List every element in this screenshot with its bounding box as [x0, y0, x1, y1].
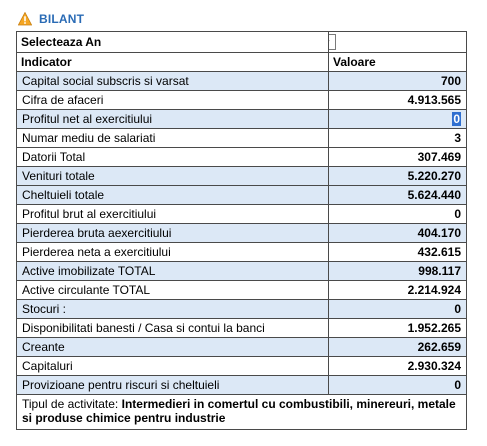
row-value: 4.913.565 [328, 90, 467, 110]
balance-table: Selecteaza An 2014 ▼ Indicator Valoare C… [16, 31, 467, 430]
table-row: Pierderea neta a exercitiului 432.615 [16, 242, 467, 262]
row-label: Pierderea neta a exercitiului [16, 242, 329, 262]
row-value: 0 [452, 112, 461, 126]
row-value: 5.624.440 [328, 185, 467, 205]
row-label: Venituri totale [16, 166, 329, 186]
year-select[interactable]: 2014 ▼ [328, 34, 336, 50]
table-row: Profitul brut al exercitiului 0 [16, 204, 467, 224]
year-select-label: Selecteaza An [16, 31, 329, 53]
table-row: Active circulante TOTAL 2.214.924 [16, 280, 467, 300]
row-value: 0 [328, 299, 467, 319]
row-value: 262.659 [328, 337, 467, 357]
row-label: Profitul net al exercitiului [16, 109, 329, 129]
row-label: Provizioane pentru riscuri si cheltuieli [16, 375, 329, 395]
row-label: Cifra de afaceri [16, 90, 329, 110]
table-row: Creante 262.659 [16, 337, 467, 357]
row-value: 0 [328, 375, 467, 395]
table-row: Pierderea bruta aexercitiului 404.170 [16, 223, 467, 243]
table-header-row: Indicator Valoare [16, 52, 467, 72]
column-header-value: Valoare [328, 52, 467, 72]
year-select-cell: 2014 ▼ [328, 31, 467, 53]
table-row: Active imobilizate TOTAL 998.117 [16, 261, 467, 281]
row-label: Active circulante TOTAL [16, 280, 329, 300]
table-row: Capitaluri 2.930.324 [16, 356, 467, 376]
warning-icon [18, 12, 32, 26]
row-value: 0 [328, 204, 467, 224]
table-row: Profitul net al exercitiului 0 [16, 109, 467, 129]
table-row: Cheltuieli totale 5.624.440 [16, 185, 467, 205]
table-row: Cifra de afaceri 4.913.565 [16, 90, 467, 110]
activity-cell: Tipul de activitate: Intermedieri in com… [16, 394, 467, 430]
row-value: 2.214.924 [328, 280, 467, 300]
row-label: Creante [16, 337, 329, 357]
row-label: Numar mediu de salariati [16, 128, 329, 148]
table-row: Numar mediu de salariati 3 [16, 128, 467, 148]
table-row: Capital social subscris si varsat 700 [16, 71, 467, 91]
row-label: Profitul brut al exercitiului [16, 204, 329, 224]
table-row: Datorii Total 307.469 [16, 147, 467, 167]
row-value: 404.170 [328, 223, 467, 243]
row-value: 2.930.324 [328, 356, 467, 376]
year-select-offset: 2014 ▼ [328, 34, 336, 50]
row-label: Disponibilitati banesti / Casa si contui… [16, 318, 329, 338]
row-label: Datorii Total [16, 147, 329, 167]
table-row: Provizioane pentru riscuri si cheltuieli… [16, 375, 467, 395]
row-value: 998.117 [328, 261, 467, 281]
table-row: Venituri totale 5.220.270 [16, 166, 467, 186]
row-label: Cheltuieli totale [16, 185, 329, 205]
row-value: 3 [328, 128, 467, 148]
row-label: Capitaluri [16, 356, 329, 376]
activity-prefix: Tipul de activitate: [22, 397, 122, 411]
table-row: Stocuri :0 [16, 299, 467, 319]
table-row: Disponibilitati banesti / Casa si contui… [16, 318, 467, 338]
section-header: BILANT [18, 10, 84, 28]
row-value-cell: 0 [328, 109, 467, 129]
row-label: Capital social subscris si varsat [16, 71, 329, 91]
row-label: Pierderea bruta aexercitiului [16, 223, 329, 243]
chevron-down-icon: ▼ [329, 38, 332, 47]
column-header-indicator: Indicator [16, 52, 329, 72]
row-value: 432.615 [328, 242, 467, 262]
activity-description: Intermedieri in comertul cu combustibili… [22, 397, 456, 425]
balance-table-wrapper: Selecteaza An 2014 ▼ Indicator Valoare C… [16, 31, 467, 430]
row-label: Stocuri : [16, 299, 329, 319]
activity-row: Tipul de activitate: Intermedieri in com… [16, 394, 467, 430]
section-title: BILANT [39, 12, 85, 26]
row-value: 5.220.270 [328, 166, 467, 186]
row-value: 307.469 [328, 147, 467, 167]
row-value: 1.952.265 [328, 318, 467, 338]
year-select-row: Selecteaza An 2014 ▼ [16, 31, 467, 53]
row-value: 700 [328, 71, 467, 91]
row-label: Active imobilizate TOTAL [16, 261, 329, 281]
